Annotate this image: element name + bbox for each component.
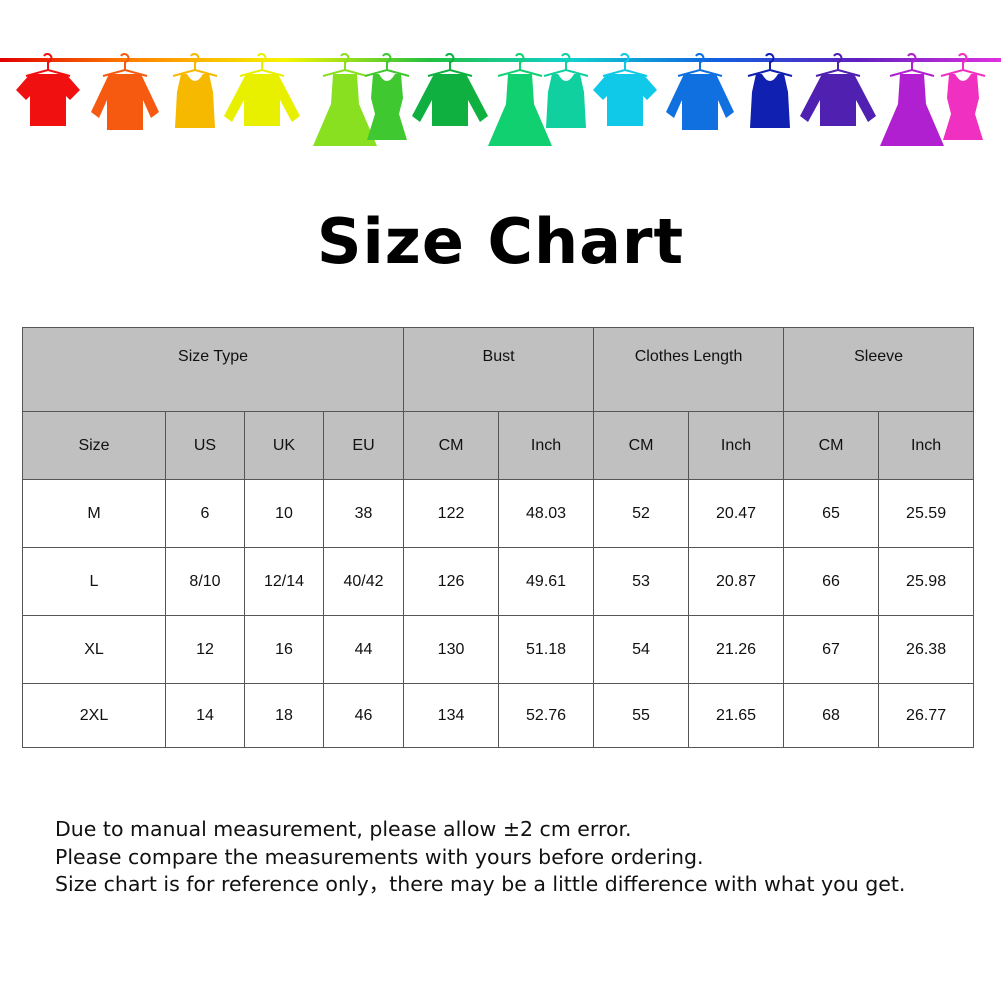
- table-cell: 21.65: [688, 683, 785, 748]
- sub-header-cell: Inch: [498, 411, 595, 480]
- table-cell: 52.76: [498, 683, 595, 748]
- table-cell: 12: [165, 615, 245, 684]
- sub-header-cell: Size: [22, 411, 166, 480]
- header-sleeve: Sleeve: [783, 327, 975, 412]
- table-cell: 52: [593, 479, 690, 548]
- header-size-type: Size Type: [21, 327, 405, 412]
- dress-icon: [313, 53, 377, 146]
- tshirt-icon: [16, 53, 80, 126]
- dress-icon: [488, 53, 552, 146]
- sub-header-cell: Inch: [878, 411, 975, 480]
- table-row: 2XL 14 18 46 134 52.76 55 21.65 68 26.77: [22, 683, 975, 748]
- sub-header-cell: Inch: [688, 411, 785, 480]
- table-cell: 14: [165, 683, 245, 748]
- clothesline-banner: [0, 53, 1001, 146]
- sub-header-cell: CM: [403, 411, 500, 480]
- sweater-icon: [224, 53, 300, 126]
- table-cell: 68: [783, 683, 880, 748]
- table-cell: 48.03: [498, 479, 595, 548]
- table-cell: 18: [244, 683, 324, 748]
- table-cell: 46: [322, 683, 405, 748]
- shirt-icon: [666, 53, 734, 130]
- table-cell: M: [22, 479, 166, 548]
- sub-header-cell: CM: [593, 411, 690, 480]
- note-line: Please compare the measurements with you…: [55, 844, 704, 869]
- tank-top-icon: [543, 53, 589, 128]
- shirt-icon: [91, 53, 159, 130]
- sub-header-cell: EU: [322, 411, 405, 480]
- table-cell: 12/14: [244, 547, 324, 616]
- table-cell: 26.77: [878, 683, 975, 748]
- tank-top-icon: [747, 53, 793, 128]
- dress-icon: [880, 53, 944, 146]
- sweater-icon: [800, 53, 876, 126]
- sub-header-cell: CM: [783, 411, 880, 480]
- table-cell: 49.61: [498, 547, 595, 616]
- table-cell: 134: [403, 683, 500, 748]
- table-cell: 25.59: [878, 479, 975, 548]
- table-cell: L: [22, 547, 166, 616]
- notes: Due to manual measurement, please allow …: [55, 816, 905, 899]
- table-cell: 130: [403, 615, 500, 684]
- table-cell: 16: [244, 615, 324, 684]
- table-cell: 65: [783, 479, 880, 548]
- table-cell: 20.87: [688, 547, 785, 616]
- table-cell: 26.38: [878, 615, 975, 684]
- header-clothes-length: Clothes Length: [593, 327, 785, 412]
- table-cell: 25.98: [878, 547, 975, 616]
- table-cell: 20.47: [688, 479, 785, 548]
- tank-dress-icon: [364, 53, 410, 140]
- header-bust: Bust: [403, 327, 595, 412]
- table-cell: 40/42: [322, 547, 405, 616]
- table-cell: 44: [322, 615, 405, 684]
- size-chart-table: Size Type Bust Clothes Length Sleeve Siz…: [21, 327, 975, 748]
- sweater-icon: [412, 53, 488, 126]
- table-cell: XL: [22, 615, 166, 684]
- table-cell: 21.26: [688, 615, 785, 684]
- table-cell: 55: [593, 683, 690, 748]
- clothesline: [0, 58, 1001, 62]
- table-cell: 126: [403, 547, 500, 616]
- table-cell: 8/10: [165, 547, 245, 616]
- table-cell: 51.18: [498, 615, 595, 684]
- sub-header-row: Size US UK EU CM Inch CM Inch CM Inch: [22, 411, 975, 480]
- sub-header-cell: US: [165, 411, 245, 480]
- table-cell: 6: [165, 479, 245, 548]
- table-cell: 122: [403, 479, 500, 548]
- table-row: L 8/10 12/14 40/42 126 49.61 53 20.87 66 25.98: [22, 547, 975, 616]
- note-line: Due to manual measurement, please allow …: [55, 817, 632, 841]
- table-cell: 2XL: [22, 683, 166, 748]
- page-title: Size Chart: [316, 205, 685, 278]
- tank-dress-icon: [940, 53, 986, 140]
- group-header-row: Size Type Bust Clothes Length Sleeve: [21, 327, 975, 412]
- table-cell: 10: [244, 479, 324, 548]
- table-cell: 53: [593, 547, 690, 616]
- tank-top-icon: [172, 53, 218, 128]
- sub-header-cell: UK: [244, 411, 324, 480]
- tshirt-icon: [593, 53, 657, 126]
- table-row: M 6 10 38 122 48.03 52 20.47 65 25.59: [22, 479, 975, 548]
- table-cell: 54: [593, 615, 690, 684]
- table-cell: 66: [783, 547, 880, 616]
- table-row: XL 12 16 44 130 51.18 54 21.26 67 26.38: [22, 615, 975, 684]
- note-line: Size chart is for reference only，there m…: [55, 872, 906, 896]
- table-cell: 67: [783, 615, 880, 684]
- table-cell: 38: [322, 479, 405, 548]
